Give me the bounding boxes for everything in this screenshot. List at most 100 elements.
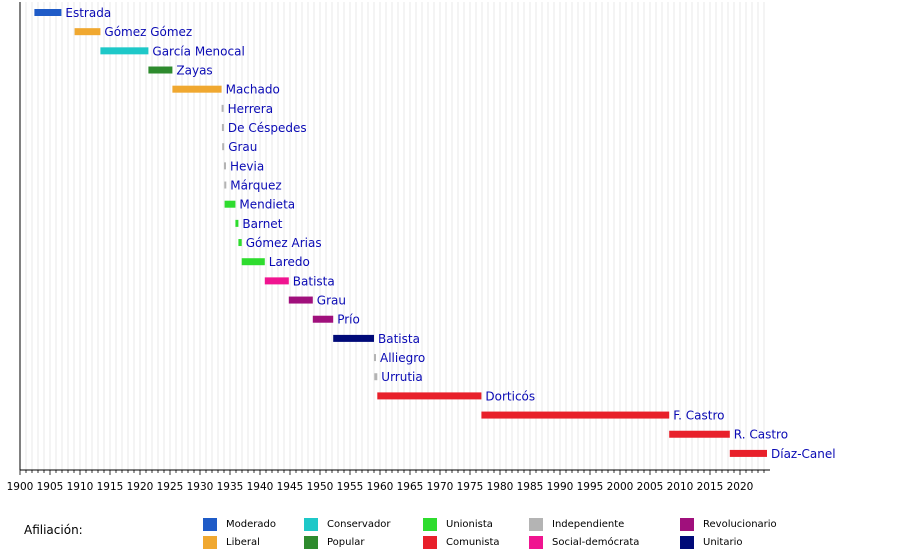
legend-item-conservador: Conservador bbox=[304, 516, 391, 532]
bar-label-22: F. Castro bbox=[673, 409, 724, 423]
bar-22 bbox=[481, 411, 670, 419]
x-tick-label-1955: 1955 bbox=[337, 481, 364, 493]
legend-label: Conservador bbox=[327, 518, 391, 530]
x-axis: 1900 1905 1910 1915 1920 1925 1930 1935 1940 1945… bbox=[7, 2, 770, 493]
x-tick-label-1995: 1995 bbox=[577, 481, 604, 493]
bar-20 bbox=[374, 373, 378, 381]
legend-swatch bbox=[529, 517, 543, 531]
grid-lines bbox=[19, 2, 765, 470]
legend-item-moderado: Moderado bbox=[203, 516, 276, 532]
x-tick-label-1900: 1900 bbox=[7, 481, 34, 493]
bar-label-19: Alliegro bbox=[380, 351, 425, 365]
bar-label-10: Márquez bbox=[230, 179, 281, 193]
bar-label-14: Laredo bbox=[269, 255, 310, 269]
bar-label-4: Zayas bbox=[176, 64, 212, 78]
bar-labels: Estrada Gómez Gómez García Menocal Zayas Mac… bbox=[65, 6, 835, 461]
bar-label-1: Estrada bbox=[65, 6, 111, 20]
x-tick-label-1960: 1960 bbox=[367, 481, 394, 493]
x-tick-label-1905: 1905 bbox=[37, 481, 64, 493]
bar-label-3: García Menocal bbox=[152, 44, 244, 58]
legend-label: Popular bbox=[327, 536, 365, 548]
bar-19 bbox=[374, 354, 376, 362]
bar-label-8: Grau bbox=[228, 140, 257, 154]
bar-15 bbox=[264, 277, 289, 285]
legend-swatch bbox=[203, 517, 217, 531]
bar-label-7: De Céspedes bbox=[228, 121, 307, 135]
legend-label: Independiente bbox=[552, 518, 625, 530]
x-tick-label-1985: 1985 bbox=[517, 481, 544, 493]
bar-9 bbox=[224, 162, 226, 170]
bar-11 bbox=[224, 200, 236, 208]
bar-label-9: Hevia bbox=[230, 159, 264, 173]
bar-label-12: Barnet bbox=[242, 217, 282, 231]
bar-label-15: Batista bbox=[293, 274, 335, 288]
x-tick-label-1975: 1975 bbox=[457, 481, 484, 493]
x-tick-label-1990: 1990 bbox=[547, 481, 574, 493]
bar-label-6: Herrera bbox=[228, 102, 273, 116]
legend-swatch bbox=[529, 535, 543, 549]
bar-label-18: Batista bbox=[378, 332, 420, 346]
legend-item-independiente: Independiente bbox=[529, 516, 624, 532]
x-tick-label-1965: 1965 bbox=[397, 481, 424, 493]
legend-swatch bbox=[423, 517, 437, 531]
bar-24 bbox=[729, 449, 767, 457]
legend-swatch bbox=[304, 517, 318, 531]
bar-2 bbox=[74, 28, 101, 36]
bar-label-17: Prío bbox=[337, 313, 360, 327]
x-tick-label-1925: 1925 bbox=[157, 481, 184, 493]
legend-title: Afiliación: bbox=[24, 523, 83, 537]
legend-swatch bbox=[680, 517, 694, 531]
bar-18 bbox=[333, 334, 374, 342]
bar-6 bbox=[221, 104, 224, 112]
bar-21 bbox=[377, 392, 482, 400]
bar-7 bbox=[221, 124, 224, 132]
legend-label: Revolucionario bbox=[703, 518, 777, 530]
legend-label: Comunista bbox=[446, 536, 500, 548]
legend-label: Social-demócrata bbox=[552, 536, 640, 548]
x-tick-label-1935: 1935 bbox=[217, 481, 244, 493]
x-tick-label-1970: 1970 bbox=[427, 481, 454, 493]
bar-label-13: Gómez Arias bbox=[246, 236, 322, 250]
legend-swatch bbox=[203, 535, 217, 549]
bar-8 bbox=[222, 143, 225, 151]
bar-12 bbox=[235, 219, 239, 227]
x-tick-label-1910: 1910 bbox=[67, 481, 94, 493]
legend-swatch bbox=[304, 535, 318, 549]
bar-label-20: Urrutia bbox=[381, 370, 422, 384]
bar-23 bbox=[669, 430, 730, 438]
x-tick-label-1915: 1915 bbox=[97, 481, 124, 493]
x-tick-label-2005: 2005 bbox=[637, 481, 664, 493]
bar-label-5: Machado bbox=[226, 83, 280, 97]
bar-1 bbox=[34, 9, 62, 16]
legend-label: Moderado bbox=[226, 518, 276, 530]
bar-label-2: Gómez Gómez bbox=[104, 25, 192, 39]
bar-10 bbox=[224, 181, 227, 189]
legend-item-liberal: Liberal bbox=[203, 534, 260, 550]
bars bbox=[34, 9, 767, 457]
bar-4 bbox=[148, 66, 173, 74]
x-tick-label-1930: 1930 bbox=[187, 481, 214, 493]
bar-16 bbox=[288, 296, 313, 304]
legend-item-unionista: Unionista bbox=[423, 516, 493, 532]
x-tick-label-1945: 1945 bbox=[277, 481, 304, 493]
x-tick-label-1950: 1950 bbox=[307, 481, 334, 493]
x-tick-label-1980: 1980 bbox=[487, 481, 514, 493]
legend-item-unitario: Unitario bbox=[680, 534, 743, 550]
x-tick-label-2015: 2015 bbox=[697, 481, 724, 493]
bar-label-11: Mendieta bbox=[239, 198, 295, 212]
legend-item-socialdemocrata: Social-demócrata bbox=[529, 534, 639, 550]
bar-13 bbox=[238, 239, 242, 247]
bar-label-16: Grau bbox=[317, 294, 346, 308]
bar-3 bbox=[100, 47, 149, 55]
bar-label-21: Dorticós bbox=[485, 389, 535, 403]
bar-label-24: Díaz-Canel bbox=[771, 447, 836, 461]
legend-item-popular: Popular bbox=[304, 534, 365, 550]
bar-label-23: R. Castro bbox=[734, 428, 788, 442]
legend-label: Unionista bbox=[446, 518, 493, 530]
x-tick-label-1920: 1920 bbox=[127, 481, 154, 493]
legend-swatch bbox=[680, 535, 694, 549]
legend-item-revolucionario: Revolucionario bbox=[680, 516, 777, 532]
x-tick-label-2010: 2010 bbox=[667, 481, 694, 493]
bar-14 bbox=[241, 258, 265, 266]
